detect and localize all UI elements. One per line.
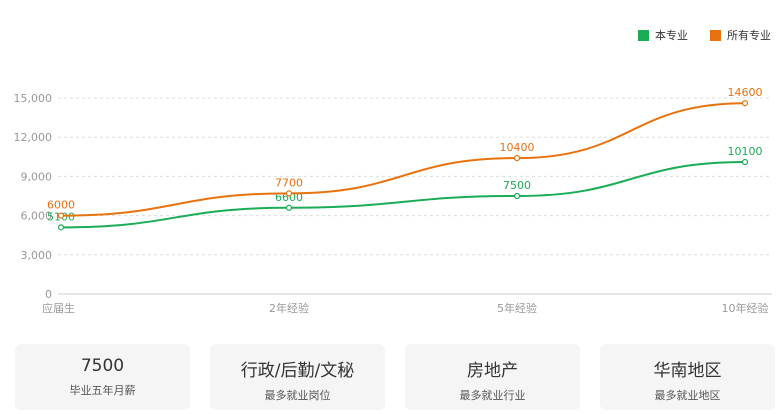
legend-swatch-all-majors bbox=[710, 29, 721, 41]
data-point bbox=[741, 100, 749, 107]
chart-legend: 本专业 所有专业 bbox=[638, 27, 771, 43]
card-salary-label: 毕业五年月薪 bbox=[69, 384, 136, 397]
card-position: 行政/后勤/文秘 最多就业岗位 bbox=[210, 344, 385, 410]
data-label: 6000 bbox=[47, 199, 75, 212]
y-tick-label: 15,000 bbox=[14, 92, 53, 105]
data-label: 14600 bbox=[728, 86, 763, 99]
legend-swatch-this-major bbox=[638, 29, 649, 41]
x-tick-label: 2年经验 bbox=[269, 301, 309, 315]
legend-item-this-major[interactable]: 本专业 bbox=[638, 27, 688, 43]
x-tick-label: 5年经验 bbox=[497, 301, 537, 315]
y-tick-label: 12,000 bbox=[14, 131, 53, 144]
y-tick-label: 3,000 bbox=[21, 249, 53, 262]
card-salary: 7500 毕业五年月薪 bbox=[15, 344, 190, 410]
summary-cards: 7500 毕业五年月薪 行政/后勤/文秘 最多就业岗位 房地产 最多就业行业 华… bbox=[15, 344, 775, 410]
legend-item-all-majors[interactable]: 所有专业 bbox=[710, 27, 771, 43]
card-industry-value: 房地产 bbox=[467, 361, 518, 381]
data-label: 7700 bbox=[275, 176, 303, 189]
card-region: 华南地区 最多就业地区 bbox=[600, 344, 775, 410]
data-point bbox=[741, 158, 749, 166]
card-position-label: 最多就业岗位 bbox=[264, 389, 331, 402]
card-salary-value: 7500 bbox=[80, 356, 125, 376]
data-point bbox=[57, 212, 65, 219]
legend-label-this-major: 本专业 bbox=[655, 29, 688, 42]
y-tick-label: 9,000 bbox=[21, 170, 53, 183]
data-point bbox=[285, 190, 293, 197]
y-tick-label: 6,000 bbox=[21, 210, 53, 223]
legend-label-all-majors: 所有专业 bbox=[727, 29, 771, 42]
card-region-value: 华南地区 bbox=[653, 361, 722, 381]
x-tick-label: 10年经验 bbox=[722, 301, 769, 315]
card-industry-label: 最多就业行业 bbox=[459, 389, 526, 402]
data-point bbox=[513, 155, 521, 162]
card-industry: 房地产 最多就业行业 bbox=[405, 344, 580, 410]
y-tick-label: 0 bbox=[45, 288, 52, 301]
data-label: 10400 bbox=[500, 141, 535, 154]
data-point bbox=[513, 192, 521, 200]
card-position-value: 行政/后勤/文秘 bbox=[240, 361, 355, 381]
x-tick-label: 应届生 bbox=[42, 301, 75, 315]
data-point bbox=[57, 224, 65, 231]
series-line-this-major bbox=[60, 161, 746, 229]
series-line-all-majors bbox=[60, 102, 746, 217]
card-region-label: 最多就业地区 bbox=[654, 389, 721, 402]
salary-line-chart: 0 3,000 6,000 9,000 12,000 15,000 应届生 2年经验 5年经验 1… bbox=[14, 86, 772, 315]
data-label: 10100 bbox=[728, 145, 763, 158]
data-label: 7500 bbox=[503, 179, 531, 192]
data-point bbox=[285, 204, 293, 211]
